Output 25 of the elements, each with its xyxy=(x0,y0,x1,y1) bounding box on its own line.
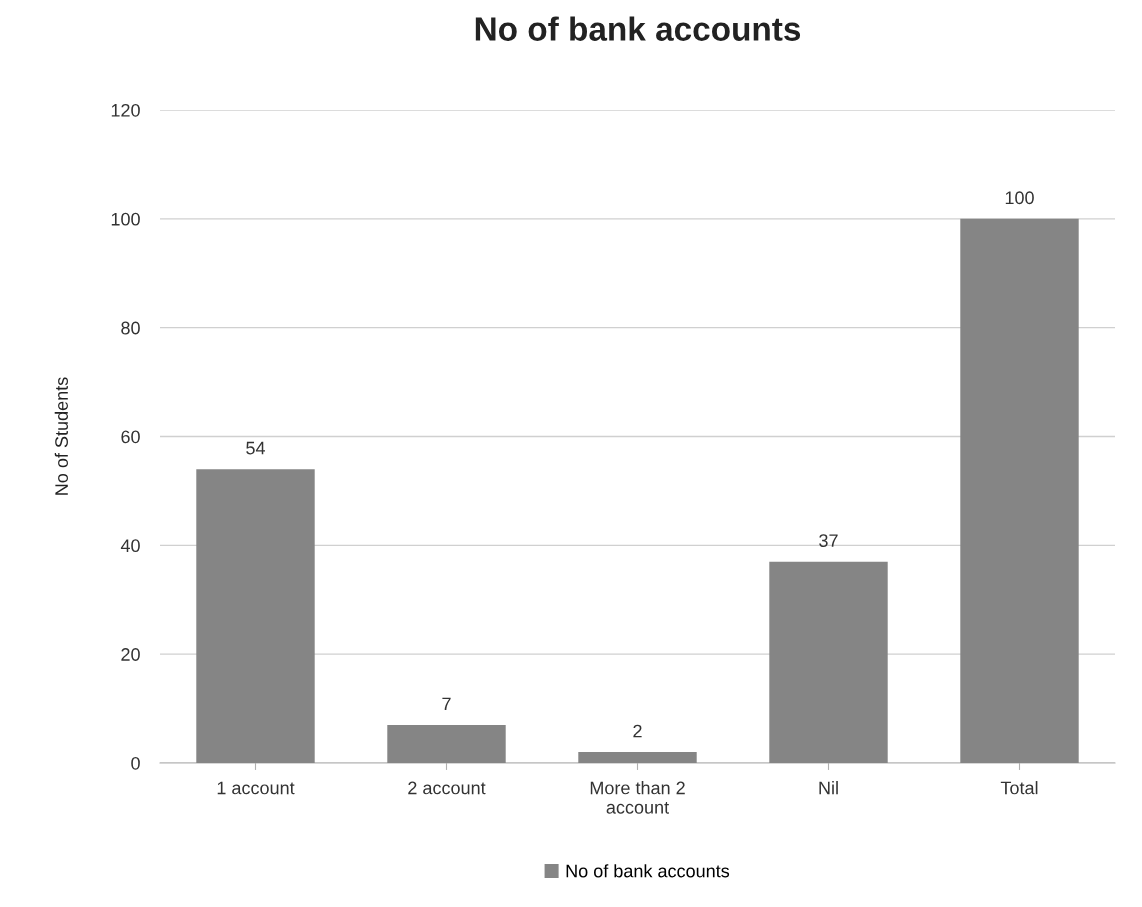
x-tick-label: 2 account xyxy=(408,781,486,795)
x-tick-label: Nil xyxy=(819,781,838,795)
y-tick-label: 20 xyxy=(121,648,140,661)
y-tick-label: 80 xyxy=(121,321,140,335)
bar xyxy=(578,752,697,763)
x-tick-label: Total xyxy=(1000,781,1038,795)
bar xyxy=(387,724,506,763)
y-axis-title: No of Students xyxy=(54,377,68,495)
x-tick-label: More than 2 account xyxy=(590,781,685,814)
data-label: 7 xyxy=(442,697,451,711)
y-tick-label: 120 xyxy=(111,103,140,117)
data-label: 54 xyxy=(246,441,266,455)
bar xyxy=(960,218,1079,763)
y-tick-label: 0 xyxy=(131,756,140,770)
y-tick-label: 100 xyxy=(111,212,140,226)
legend-label: No of bank accounts xyxy=(566,864,730,878)
bar xyxy=(196,469,315,763)
chart-title: No of bank accounts xyxy=(475,16,801,41)
y-tick-label: 40 xyxy=(120,539,140,553)
y-tick-label: 60 xyxy=(121,430,140,444)
data-label: 2 xyxy=(633,724,642,738)
bar xyxy=(769,561,888,763)
data-label: 100 xyxy=(1005,191,1034,205)
data-label: 37 xyxy=(819,534,838,547)
x-tick-label: 1 account xyxy=(217,781,295,795)
